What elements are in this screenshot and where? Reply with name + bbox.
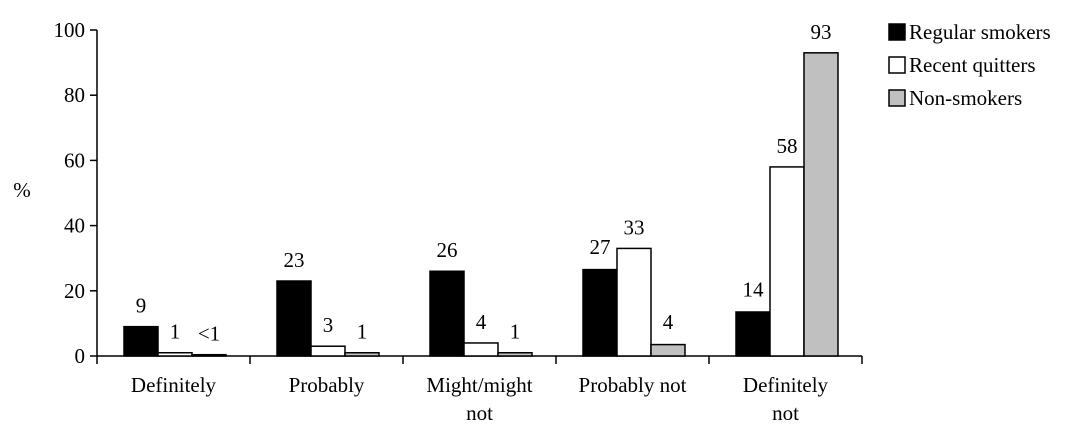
bar-recent-quitters bbox=[616, 247, 652, 357]
bar-recent-quitters bbox=[157, 351, 193, 357]
data-label: 3 bbox=[323, 313, 334, 337]
bar-recent-quitters bbox=[769, 166, 805, 357]
x-category-label: not bbox=[466, 401, 493, 425]
legend-swatch bbox=[888, 89, 906, 107]
y-tick-label: 80 bbox=[64, 83, 85, 107]
x-category-label: Probably bbox=[289, 373, 365, 397]
x-category-label: not bbox=[772, 401, 799, 425]
legend-label: Recent quitters bbox=[909, 53, 1036, 77]
x-category-label: Definitely bbox=[131, 373, 217, 397]
bar-regular-smokers bbox=[276, 280, 312, 357]
bar-regular-smokers bbox=[582, 268, 618, 357]
bar-recent-quitters bbox=[310, 345, 346, 357]
data-label: 1 bbox=[357, 320, 368, 344]
x-category-label: Probably not bbox=[579, 373, 687, 397]
data-label: 33 bbox=[624, 215, 645, 239]
data-label: 1 bbox=[170, 320, 181, 344]
data-label: 23 bbox=[284, 248, 305, 272]
bar-non-smokers bbox=[803, 52, 839, 357]
y-tick-label: 100 bbox=[54, 18, 86, 42]
y-tick-label: 0 bbox=[75, 344, 86, 368]
data-label: 4 bbox=[476, 310, 487, 334]
x-category-label: Definitely bbox=[743, 373, 829, 397]
data-label: 9 bbox=[136, 294, 147, 318]
data-label: <1 bbox=[198, 322, 220, 346]
data-label: 58 bbox=[777, 134, 798, 158]
legend-swatch bbox=[888, 23, 906, 41]
data-label: 93 bbox=[811, 20, 832, 44]
legend-swatch bbox=[888, 56, 906, 74]
x-category-label: Might/might bbox=[426, 373, 532, 397]
data-label: 1 bbox=[510, 320, 521, 344]
data-label: 27 bbox=[590, 235, 611, 259]
bar-non-smokers bbox=[191, 353, 227, 357]
legend-label: Regular smokers bbox=[909, 20, 1051, 44]
y-tick-label: 40 bbox=[64, 214, 85, 238]
data-label: 4 bbox=[663, 310, 674, 334]
data-label: 14 bbox=[743, 277, 765, 301]
bar-regular-smokers bbox=[123, 325, 159, 357]
y-axis-label: % bbox=[13, 178, 31, 202]
bar-non-smokers bbox=[344, 351, 380, 357]
bar-non-smokers bbox=[497, 351, 533, 357]
bar-recent-quitters bbox=[463, 342, 499, 357]
y-tick-label: 20 bbox=[64, 279, 85, 303]
bar-non-smokers bbox=[650, 343, 686, 357]
legend-label: Non-smokers bbox=[909, 86, 1022, 110]
bar-regular-smokers bbox=[735, 311, 771, 357]
bar-regular-smokers bbox=[429, 270, 465, 357]
y-tick-label: 60 bbox=[64, 148, 85, 172]
data-label: 26 bbox=[437, 238, 458, 262]
